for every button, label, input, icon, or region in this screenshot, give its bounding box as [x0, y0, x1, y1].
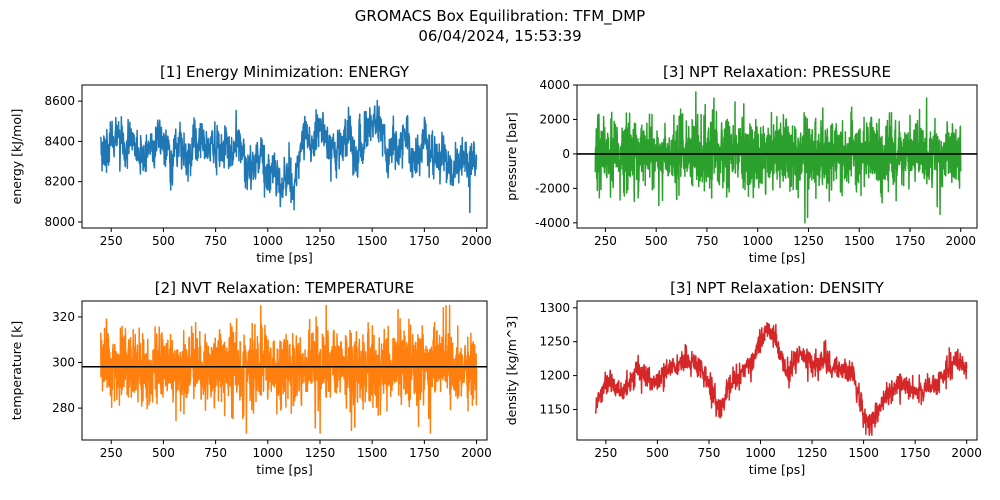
temperature-x-tick-label: 1750	[409, 446, 440, 460]
density-x-tick-label: 1750	[900, 446, 931, 460]
temperature-axes-frame	[81, 300, 488, 441]
temperature-x-axis-label: time [ps]	[256, 462, 312, 477]
pressure-y-tick-label: 4000	[539, 78, 570, 92]
density-x-tick-label: 500	[646, 446, 669, 460]
energy-y-axis-label: energy [kJ/mol]	[9, 109, 24, 205]
energy-series-line	[100, 99, 478, 214]
energy-y-tick-label: 8400	[44, 134, 75, 148]
density-x-tick-label: 1500	[848, 446, 879, 460]
pressure-x-tick-label: 1000	[742, 234, 773, 248]
density-series-line	[594, 321, 968, 436]
density-panel: [3] NPT Relaxation: DENSITY 250 500 750 1000…	[504, 279, 982, 477]
density-x-tick-label: 1250	[797, 446, 828, 460]
energy-y-tick-label: 8200	[44, 175, 75, 189]
pressure-x-tick-label: 750	[695, 234, 718, 248]
density-x-tick-label: 250	[594, 446, 617, 460]
energy-panel: [1] Energy Minimization: ENERGY 250 500 750…	[9, 63, 492, 265]
energy-x-tick-label: 1500	[357, 234, 388, 248]
temperature-x-tick-label: 750	[204, 446, 227, 460]
energy-x-tick-label: 1250	[305, 234, 336, 248]
energy-x-tick-label: 2000	[461, 234, 492, 248]
temperature-x-tick-label: 1250	[305, 446, 336, 460]
pressure-x-tick-label: 1750	[895, 234, 926, 248]
figure-subtitle: 06/04/2024, 15:53:39	[418, 27, 581, 45]
temperature-y-tick-label: 280	[52, 401, 75, 415]
energy-y-tick-label: 8600	[44, 94, 75, 108]
temperature-x-tick-label: 1500	[357, 446, 388, 460]
temperature-title: [2] NVT Relaxation: TEMPERATURE	[155, 279, 414, 297]
energy-x-tick-label: 750	[204, 234, 227, 248]
energy-title: [1] Energy Minimization: ENERGY	[160, 63, 410, 81]
temperature-series-line	[100, 304, 478, 434]
energy-x-tick-label: 250	[100, 234, 123, 248]
energy-x-axis-label: time [ps]	[256, 250, 312, 265]
density-y-tick-label: 1300	[539, 301, 570, 315]
pressure-y-tick-label: -2000	[535, 181, 570, 195]
energy-y-tick-label: 8000	[44, 215, 75, 229]
temperature-y-tick-label: 300	[52, 356, 75, 370]
pressure-y-axis-label: pressure [bar]	[504, 112, 519, 200]
density-y-tick-label: 1200	[539, 369, 570, 383]
density-y-tick-label: 1150	[539, 402, 570, 416]
density-x-tick-label: 1000	[745, 446, 776, 460]
density-x-tick-label: 750	[698, 446, 721, 460]
temperature-y-axis-label: temperature [k]	[9, 321, 24, 421]
temperature-x-tick-label: 500	[152, 446, 175, 460]
pressure-y-tick-label: 0	[562, 147, 570, 161]
figure-title: GROMACS Box Equilibration: TFM_DMP	[355, 7, 645, 26]
pressure-x-tick-label: 250	[594, 234, 617, 248]
energy-x-tick-label: 500	[152, 234, 175, 248]
temperature-y-tick-label: 320	[52, 310, 75, 324]
pressure-series-line	[594, 91, 962, 224]
temperature-panel: [2] NVT Relaxation: TEMPERATURE 250 500 750…	[9, 279, 492, 477]
pressure-x-axis-label: time [ps]	[749, 250, 805, 265]
pressure-x-tick-label: 1500	[844, 234, 875, 248]
energy-axes-frame	[81, 84, 488, 229]
temperature-x-tick-label: 2000	[461, 446, 492, 460]
pressure-y-tick-label: -4000	[535, 216, 570, 230]
pressure-title: [3] NPT Relaxation: PRESSURE	[663, 63, 891, 81]
density-axes-frame	[576, 300, 978, 441]
density-title: [3] NPT Relaxation: DENSITY	[670, 279, 885, 297]
pressure-axes-frame	[576, 84, 978, 229]
pressure-y-tick-label: 2000	[539, 112, 570, 126]
temperature-x-tick-label: 250	[100, 446, 123, 460]
energy-x-tick-label: 1000	[253, 234, 284, 248]
pressure-x-tick-label: 500	[645, 234, 668, 248]
density-x-tick-label: 2000	[951, 446, 982, 460]
pressure-panel: [3] NPT Relaxation: PRESSURE 250 500 750 100…	[504, 63, 978, 265]
pressure-x-tick-label: 1250	[793, 234, 824, 248]
density-x-axis-label: time [ps]	[749, 462, 805, 477]
density-y-axis-label: density [kg/m^3]	[504, 316, 519, 426]
pressure-x-tick-label: 2000	[945, 234, 976, 248]
energy-x-tick-label: 1750	[409, 234, 440, 248]
density-y-tick-label: 1250	[539, 335, 570, 349]
temperature-x-tick-label: 1000	[253, 446, 284, 460]
